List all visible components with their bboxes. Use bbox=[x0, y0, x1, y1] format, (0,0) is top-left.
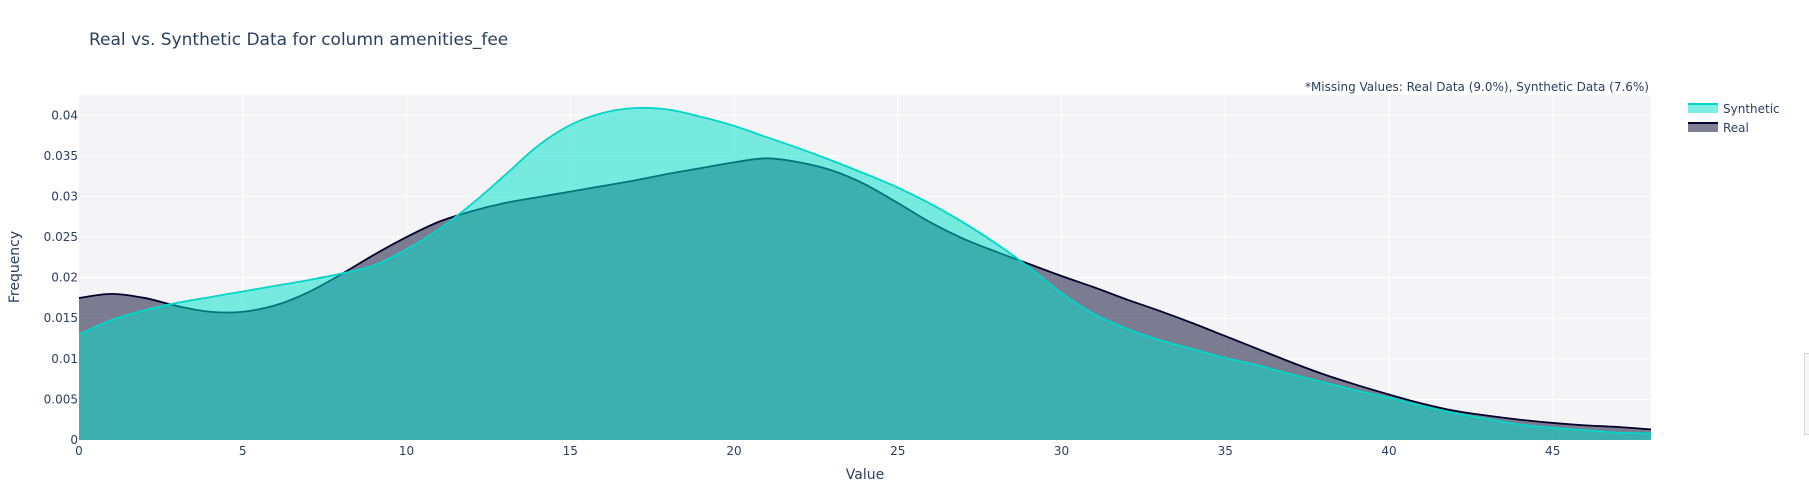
y-axis-ticks: 0 0.005 0.01 0.015 0.02 0.025 0.03 0.035 0.04 bbox=[44, 108, 78, 447]
y-tick-label-8: 0.04 bbox=[51, 108, 78, 122]
x-axis-title: Value bbox=[846, 467, 884, 480]
scrollbar-handle[interactable] bbox=[1804, 353, 1809, 435]
y-tick-label-2: 0.01 bbox=[51, 352, 78, 366]
missing-values-annotation: *Missing Values: Real Data (9.0%), Synth… bbox=[1305, 80, 1649, 94]
x-tick-label-3: 15 bbox=[563, 444, 578, 458]
series-areas bbox=[78, 106, 1652, 440]
y-tick-label-5: 0.025 bbox=[44, 230, 78, 244]
legend-swatch-real bbox=[1688, 123, 1718, 132]
x-tick-label-0: 0 bbox=[75, 444, 83, 458]
x-tick-label-1: 5 bbox=[239, 444, 247, 458]
legend: Synthetic Real bbox=[1688, 102, 1780, 135]
y-tick-label-7: 0.035 bbox=[44, 149, 78, 163]
y-tick-label-1: 0.005 bbox=[44, 392, 78, 406]
area-synthetic[interactable] bbox=[79, 107, 1651, 440]
x-axis-ticks: 0 5 10 15 20 25 30 35 40 45 bbox=[75, 444, 1560, 458]
x-tick-label-5: 25 bbox=[890, 444, 905, 458]
y-tick-label-4: 0.02 bbox=[51, 271, 78, 285]
y-tick-label-3: 0.015 bbox=[44, 311, 78, 325]
legend-swatch-synthetic bbox=[1688, 104, 1718, 113]
x-tick-label-8: 40 bbox=[1381, 444, 1396, 458]
line-synthetic bbox=[78, 106, 1652, 435]
chart-title: Real vs. Synthetic Data for column ameni… bbox=[89, 30, 508, 50]
y-axis-title: Frequency bbox=[7, 231, 23, 303]
y-tick-label-0: 0 bbox=[70, 433, 78, 447]
legend-label-real: Real bbox=[1723, 121, 1749, 135]
x-tick-label-6: 30 bbox=[1054, 444, 1069, 458]
x-tick-label-4: 20 bbox=[726, 444, 741, 458]
y-tick-label-6: 0.03 bbox=[51, 189, 78, 203]
legend-item-synthetic[interactable]: Synthetic bbox=[1688, 102, 1780, 116]
x-tick-label-2: 10 bbox=[399, 444, 414, 458]
legend-label-synthetic: Synthetic bbox=[1723, 102, 1780, 116]
x-tick-label-7: 35 bbox=[1218, 444, 1233, 458]
x-tick-label-9: 45 bbox=[1545, 444, 1560, 458]
legend-item-real[interactable]: Real bbox=[1688, 121, 1749, 135]
